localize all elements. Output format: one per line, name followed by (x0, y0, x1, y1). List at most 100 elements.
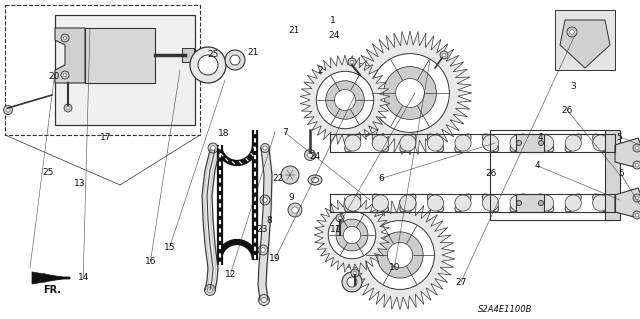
Circle shape (516, 201, 522, 205)
Ellipse shape (308, 175, 322, 185)
Ellipse shape (565, 134, 581, 152)
Circle shape (262, 298, 266, 302)
Text: 24: 24 (328, 31, 340, 40)
Polygon shape (55, 28, 85, 83)
Polygon shape (615, 138, 640, 168)
Circle shape (396, 78, 424, 108)
Circle shape (259, 294, 269, 306)
Text: 16: 16 (145, 257, 156, 266)
Circle shape (288, 203, 302, 217)
Circle shape (308, 152, 312, 158)
Text: 17: 17 (100, 133, 111, 142)
Circle shape (455, 195, 471, 211)
Text: 8: 8 (266, 216, 271, 225)
Circle shape (636, 163, 639, 167)
Text: 26: 26 (486, 169, 497, 178)
Circle shape (483, 195, 499, 211)
Circle shape (260, 248, 265, 252)
Circle shape (565, 195, 581, 211)
Circle shape (593, 195, 609, 211)
Polygon shape (32, 272, 68, 284)
Circle shape (400, 195, 416, 211)
Ellipse shape (372, 134, 388, 152)
Circle shape (540, 202, 542, 204)
Circle shape (383, 67, 436, 119)
Circle shape (63, 36, 67, 40)
Text: 25: 25 (207, 50, 219, 59)
Ellipse shape (428, 134, 444, 152)
Circle shape (633, 194, 640, 202)
Circle shape (633, 161, 640, 169)
Circle shape (66, 106, 70, 110)
Bar (5, 5, 200, 135)
Circle shape (372, 135, 388, 151)
Circle shape (518, 202, 520, 204)
Circle shape (372, 195, 388, 211)
Circle shape (3, 106, 13, 115)
Ellipse shape (593, 194, 609, 212)
Circle shape (263, 198, 268, 202)
Circle shape (61, 34, 69, 42)
Text: 18: 18 (218, 130, 230, 138)
Bar (85, 28, 155, 83)
Circle shape (190, 47, 226, 83)
Circle shape (281, 166, 299, 184)
Ellipse shape (538, 134, 554, 152)
Circle shape (305, 150, 316, 160)
Circle shape (636, 146, 639, 150)
Polygon shape (348, 31, 472, 155)
Circle shape (593, 135, 609, 151)
Circle shape (208, 143, 218, 153)
Ellipse shape (455, 194, 471, 212)
Text: 19: 19 (269, 254, 281, 263)
Ellipse shape (565, 194, 581, 212)
Text: 21: 21 (247, 48, 259, 57)
Text: 6: 6 (378, 174, 383, 183)
Circle shape (328, 211, 376, 259)
Bar (516, 194, 544, 212)
Circle shape (64, 104, 72, 112)
Bar (182, 48, 194, 62)
Circle shape (345, 135, 361, 151)
Ellipse shape (345, 194, 361, 212)
Circle shape (538, 140, 543, 145)
Text: 4: 4 (535, 161, 540, 170)
Circle shape (483, 135, 499, 151)
Ellipse shape (372, 194, 388, 212)
Ellipse shape (345, 134, 361, 152)
Text: 14: 14 (77, 273, 89, 282)
Ellipse shape (593, 134, 609, 152)
Circle shape (258, 245, 268, 255)
Circle shape (353, 271, 357, 275)
Circle shape (61, 71, 69, 79)
Text: 7: 7 (282, 128, 287, 137)
Text: 27: 27 (455, 278, 467, 287)
Circle shape (400, 135, 416, 151)
Text: 13: 13 (74, 179, 86, 188)
Circle shape (371, 54, 449, 132)
Circle shape (516, 140, 522, 145)
Circle shape (6, 108, 10, 112)
Circle shape (205, 285, 216, 295)
Circle shape (440, 51, 448, 59)
Ellipse shape (312, 177, 319, 182)
Ellipse shape (400, 134, 416, 152)
Ellipse shape (455, 134, 471, 152)
Circle shape (63, 73, 67, 77)
Circle shape (387, 242, 413, 268)
Ellipse shape (510, 194, 526, 212)
Circle shape (326, 81, 364, 119)
Circle shape (211, 146, 215, 150)
Text: S2A4E1100B: S2A4E1100B (478, 305, 532, 314)
Circle shape (565, 135, 581, 151)
Circle shape (343, 226, 361, 244)
Circle shape (540, 142, 542, 144)
Ellipse shape (483, 194, 499, 212)
Ellipse shape (538, 194, 554, 212)
Ellipse shape (483, 134, 499, 152)
Circle shape (335, 90, 355, 110)
Text: 5: 5 (617, 133, 622, 142)
Circle shape (538, 201, 543, 205)
Bar (555, 10, 615, 70)
Text: 21: 21 (289, 26, 300, 35)
